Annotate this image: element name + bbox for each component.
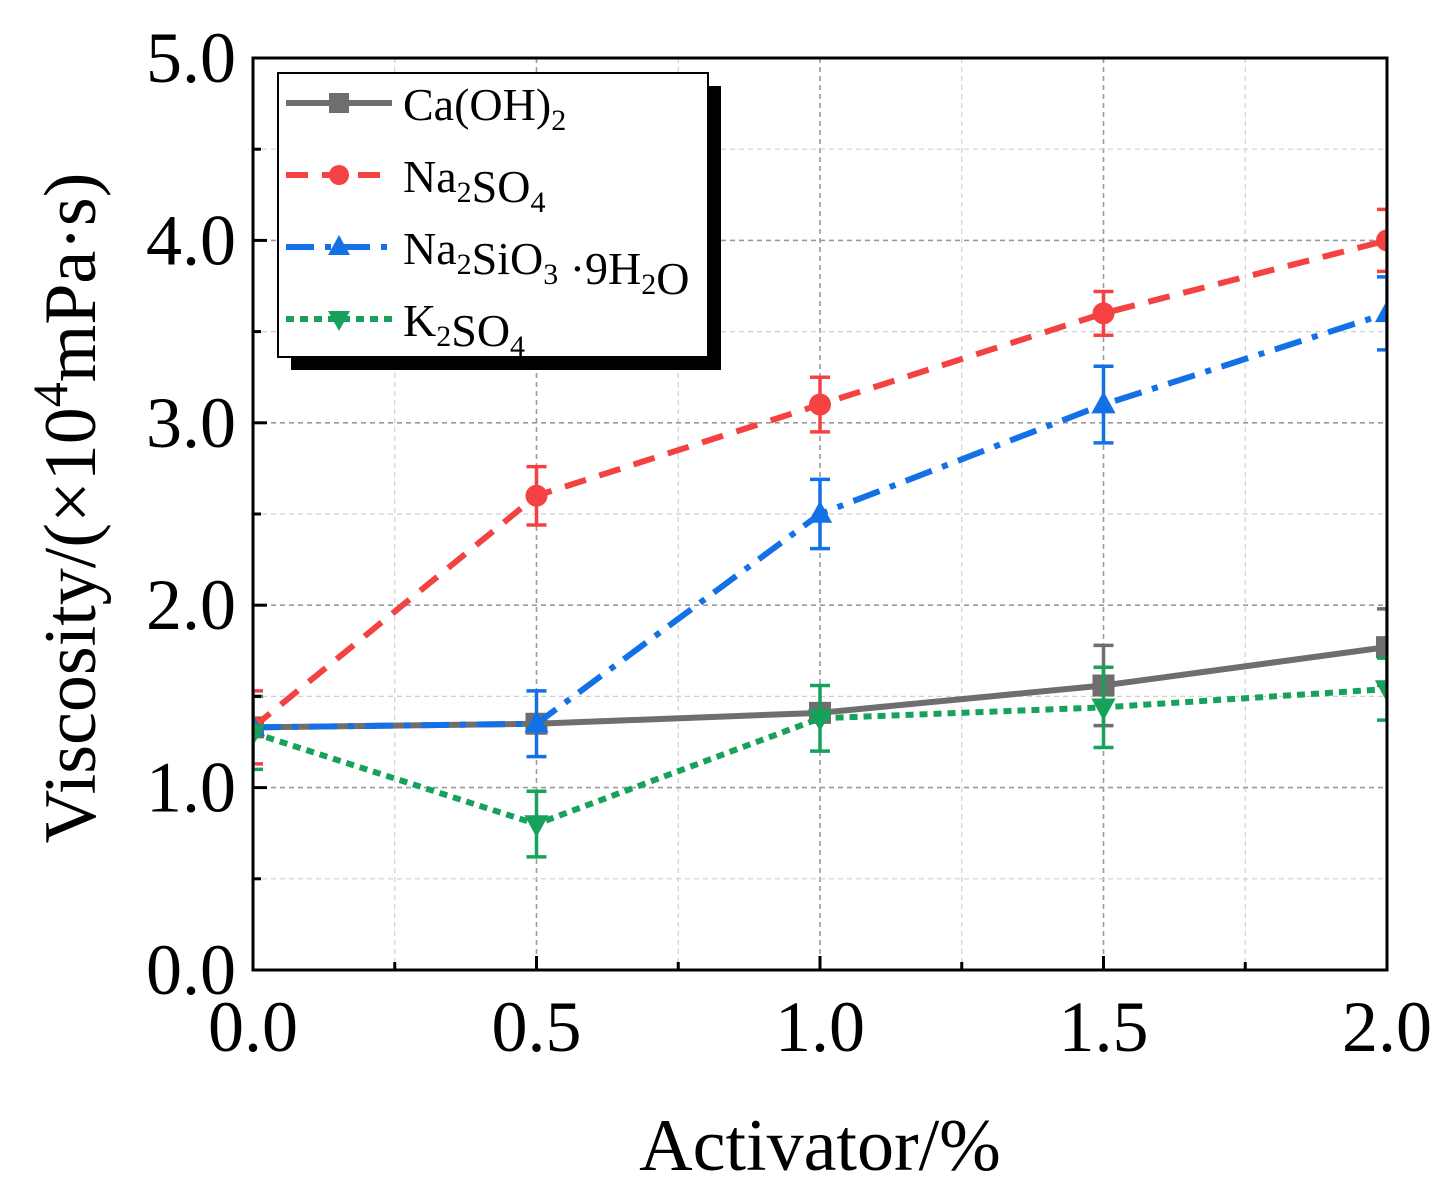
y-axis-label-unit: mPa·s) (30, 173, 112, 383)
y-axis-label: Viscosity/(×104mPa·s) (22, 173, 112, 844)
legend-entry-na2sio3-9h2o: Na2SiO3 ·9H2O (286, 223, 690, 304)
x-tick-label: 0.0 (208, 987, 298, 1067)
series-line-k2so4 (253, 686, 1387, 828)
data-point (1374, 680, 1387, 703)
tick-labels: 0.0 0.5 1.0 1.5 2.0 0.0 1.0 2.0 3.0 4.0 5.0 (146, 18, 1432, 1067)
legend-entry-ca-oh-2: Ca(OH)2 (286, 79, 566, 137)
y-tick-label: 2.0 (146, 565, 236, 645)
data-point (525, 484, 548, 507)
data-point (524, 815, 549, 838)
legend-entry-k2so4: K2SO4 (286, 295, 525, 363)
legend-label: K2SO4 (403, 295, 525, 363)
data-point (1376, 229, 1387, 252)
legend-label: Ca(OH)2 (403, 79, 566, 137)
legend-label: Na2SiO3 ·9H2O (403, 223, 690, 304)
data-point (1376, 636, 1387, 659)
y-axis-label-exponent: 4 (22, 382, 78, 407)
grid (253, 58, 1387, 970)
y-tick-label: 4.0 (146, 200, 236, 280)
legend-swatch-marker (328, 311, 350, 331)
y-tick-label: 1.0 (146, 748, 236, 828)
legend-entry-na2so4: Na2SO4 (286, 151, 545, 219)
y-tick-label: 3.0 (146, 383, 236, 463)
data-point (1374, 300, 1387, 323)
legend-label: Na2SO4 (403, 151, 545, 219)
data-point (807, 500, 833, 523)
legend-swatch-marker (329, 93, 349, 113)
series-na2so4 (253, 207, 1387, 766)
data-point (524, 710, 549, 733)
x-axis-label: Activator/% (639, 1105, 1001, 1187)
series-layer (253, 207, 1387, 859)
x-tick-label: 2.0 (1342, 987, 1432, 1067)
data-point (809, 393, 831, 416)
legend-swatch-marker (329, 165, 349, 185)
y-axis-label-main: Viscosity/(×10 (30, 407, 112, 843)
series-k2so4 (253, 656, 1387, 859)
data-point (1091, 391, 1116, 414)
legend-swatch-marker (328, 235, 350, 255)
data-point (253, 724, 266, 747)
data-point (1091, 698, 1116, 721)
x-tick-label: 0.5 (492, 987, 582, 1067)
x-tick-label: 1.5 (1059, 987, 1149, 1067)
y-tick-label: 5.0 (146, 18, 236, 98)
axis-ticks (251, 56, 1389, 972)
data-point (807, 709, 833, 732)
x-tick-label: 1.0 (775, 987, 865, 1067)
legend-box (277, 72, 709, 358)
series-na2sio3-9h2o (253, 275, 1387, 759)
y-tick-label: 0.0 (146, 930, 236, 1010)
data-point (1092, 302, 1115, 325)
